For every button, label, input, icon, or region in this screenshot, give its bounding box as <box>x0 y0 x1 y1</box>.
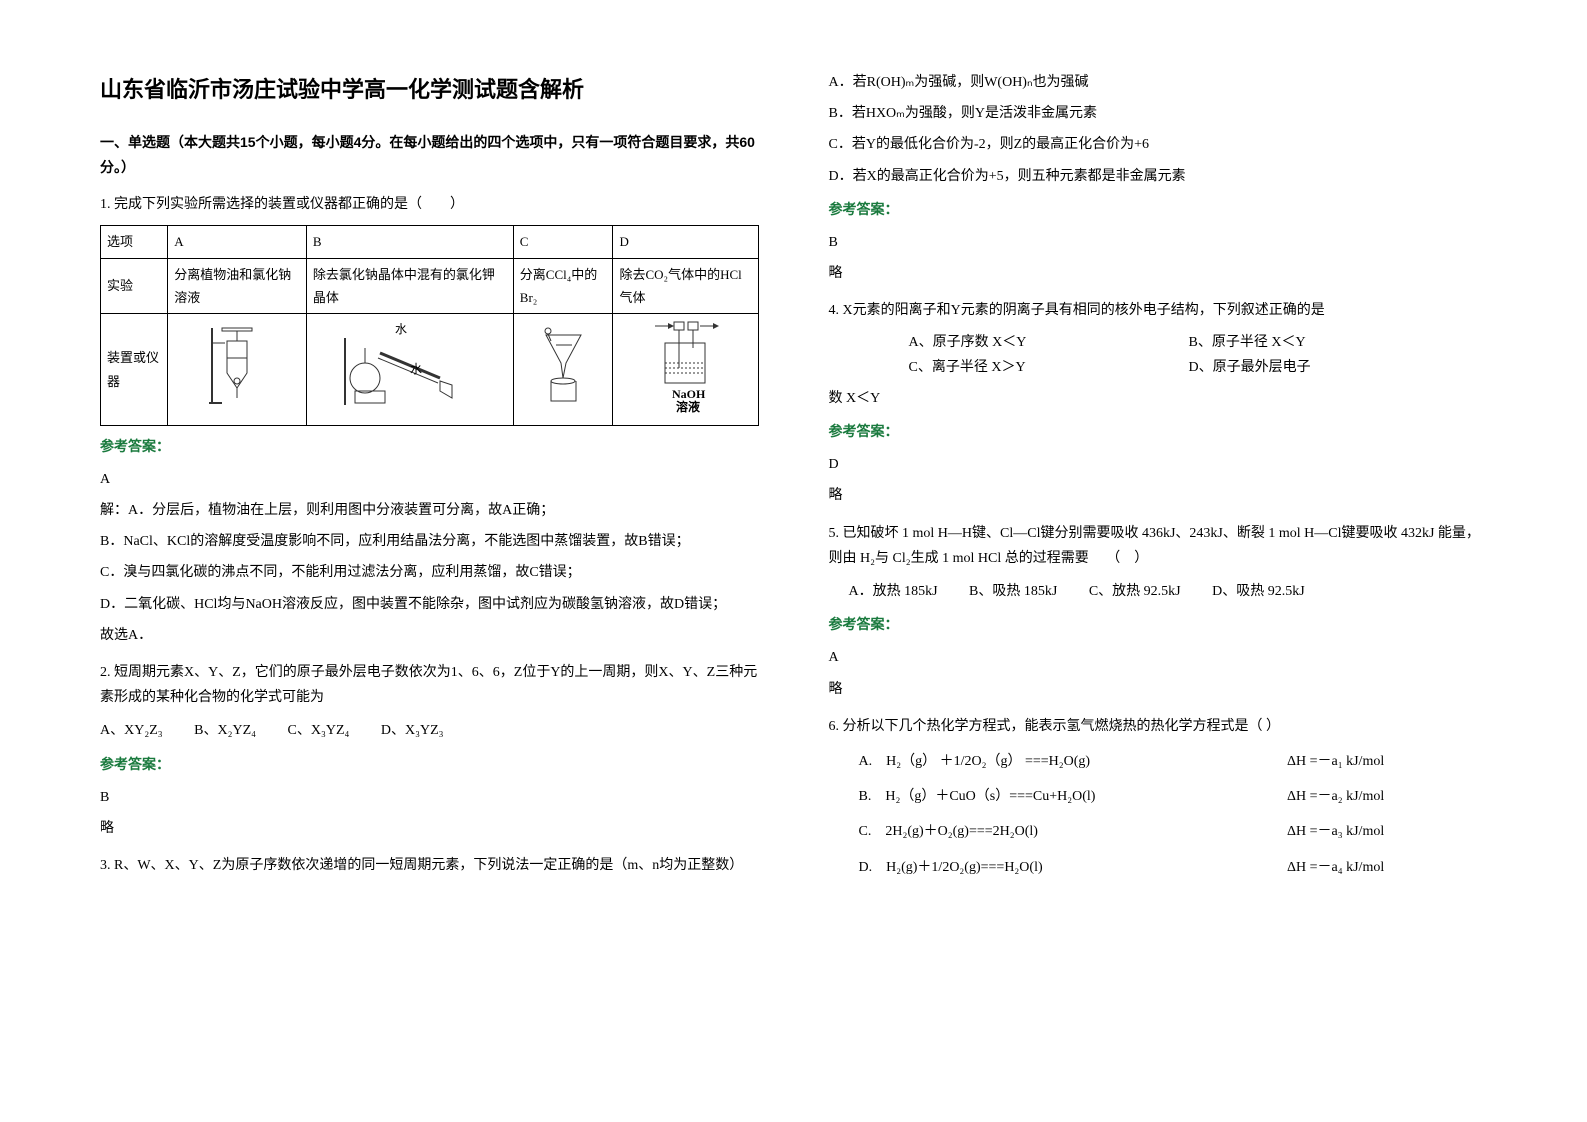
q3-answer: B <box>829 230 1488 255</box>
q1-exp-0: 解：A．分层后，植物油在上层，则利用图中分液装置可分离，故A正确； <box>100 498 759 523</box>
cell: 选项 <box>101 226 168 258</box>
q6-row-a: A. H₂（g） ＋1/2O₂（g） ===H₂O(g) ΔH =－a₁ kJ/… <box>829 749 1488 774</box>
question-2: 2. 短周期元素X、Y、Z，它们的原子最外层电子数依次为1、6、6，Z位于Y的上… <box>100 660 759 841</box>
q1-answer: A <box>100 467 759 492</box>
q6-stem: 6. 分析以下几个热化学方程式，能表示氢气燃烧热的热化学方程式是（ ） <box>829 714 1488 739</box>
table-row: 实验 分离植物油和氯化钠溶液 除去氯化钠晶体中混有的氯化钾晶体 分离CCl₄中的… <box>101 258 759 314</box>
q6-b-right: ΔH =－a₂ kJ/mol <box>1287 784 1487 809</box>
q4-choice-row-2: C、离子半径 X＞Y D、原子最外层电子 <box>829 355 1488 380</box>
q1-table: 选项 A B C D 实验 分离植物油和氯化钠溶液 除去氯化钠晶体中混有的氯化钾… <box>100 225 759 426</box>
apparatus-b: 水 水 <box>306 314 513 425</box>
q4-tail: 数 X＜Y <box>829 386 1488 411</box>
cell: C <box>513 226 613 258</box>
question-1: 1. 完成下列实验所需选择的装置或仪器都正确的是（ ） 选项 A B C D 实… <box>100 192 759 648</box>
q1-exp-4: 故选A． <box>100 623 759 648</box>
q3-choice-d: D．若X的最高正化合价为+5，则五种元素都是非金属元素 <box>829 164 1488 189</box>
svg-text:NaOH: NaOH <box>672 387 706 401</box>
water-label: 水 <box>395 323 407 336</box>
q6-a-right: ΔH =－a₁ kJ/mol <box>1287 749 1487 774</box>
cell: B <box>306 226 513 258</box>
section-1-header: 一、单选题（本大题共15个小题，每小题4分。在每小题给出的四个选项中，只有一项符… <box>100 130 759 180</box>
question-6: 6. 分析以下几个热化学方程式，能表示氢气燃烧热的热化学方程式是（ ） A. H… <box>829 714 1488 880</box>
cell: 分离CCl₄中的Br₂ <box>513 258 613 314</box>
apparatus-c <box>513 314 613 425</box>
q6-d-right: ΔH =－a₄ kJ/mol <box>1287 855 1487 880</box>
q5-choices: A．放热 185kJ B、吸热 185kJ C、放热 92.5kJ D、吸热 9… <box>829 579 1488 604</box>
q6-row-c: C. 2H₂(g)＋O₂(g)===2H₂O(l) ΔH =－a₃ kJ/mol <box>829 819 1488 844</box>
answer-label: 参考答案： <box>100 752 759 777</box>
q5-answer: A <box>829 645 1488 670</box>
q5-stem: 5. 已知破坏 1 mol H—H键、Cl—Cl键分别需要吸收 436kJ、24… <box>829 521 1488 571</box>
q4-answer: D <box>829 452 1488 477</box>
apparatus-a <box>168 314 307 425</box>
cell: D <box>613 226 758 258</box>
table-row: 选项 A B C D <box>101 226 759 258</box>
q4-exp: 略 <box>829 483 1488 508</box>
q4-stem: 4. X元素的阳离子和Y元素的阴离子具有相同的核外电子结构，下列叙述正确的是 <box>829 298 1488 323</box>
q3-choice-b: B．若HXOₘ为强酸，则Y是活泼非金属元素 <box>829 101 1488 126</box>
q2-choices: A、XY₂Z₃ B、X₂YZ₄ C、X₃YZ₄ D、X₃YZ₃ <box>100 718 759 743</box>
q1-exp-3: D．二氧化碳、HCl均与NaOH溶液反应，图中装置不能除杂，图中试剂应为碳酸氢钠… <box>100 592 759 617</box>
question-4: 4. X元素的阳离子和Y元素的阴离子具有相同的核外电子结构，下列叙述正确的是 A… <box>829 298 1488 508</box>
q6-a-left: A. H₂（g） ＋1/2O₂（g） ===H₂O(g) <box>829 749 1288 774</box>
q4-choice-a: A、原子序数 X＜Y <box>829 330 1189 355</box>
svg-text:溶液: 溶液 <box>676 399 700 413</box>
cell: 除去氯化钠晶体中混有的氯化钾晶体 <box>306 258 513 314</box>
q1-stem: 1. 完成下列实验所需选择的装置或仪器都正确的是（ ） <box>100 192 759 217</box>
q4-choice-row-1: A、原子序数 X＜Y B、原子半径 X＜Y <box>829 330 1488 355</box>
answer-label: 参考答案： <box>100 434 759 459</box>
q5-exp: 略 <box>829 677 1488 702</box>
answer-label: 参考答案： <box>829 197 1488 222</box>
q2-exp: 略 <box>100 816 759 841</box>
q6-d-left: D. H₂(g)＋1/2O₂(g)===H₂O(l) <box>829 855 1288 880</box>
question-5: 5. 已知破坏 1 mol H—H键、Cl—Cl键分别需要吸收 436kJ、24… <box>829 521 1488 702</box>
cell: 装置或仪器 <box>101 314 168 425</box>
q1-exp-1: B．NaCl、KCl的溶解度受温度影响不同，应利用结晶法分离，不能选图中蒸馏装置… <box>100 529 759 554</box>
q3-choice-c: C．若Y的最低化合价为-2，则Z的最高正化合价为+6 <box>829 132 1488 157</box>
table-row: 装置或仪器 水 <box>101 314 759 425</box>
apparatus-d: NaOH 溶液 <box>613 314 758 425</box>
q3-stem: 3. R、W、X、Y、Z为原子序数依次递增的同一短周期元素，下列说法一定正确的是… <box>100 853 759 878</box>
cell: 分离植物油和氯化钠溶液 <box>168 258 307 314</box>
q1-exp-2: C．溴与四氯化碳的沸点不同，不能利用过滤法分离，应利用蒸馏，故C错误； <box>100 560 759 585</box>
water-label-2: 水 <box>410 362 422 376</box>
q2-answer: B <box>100 785 759 810</box>
q6-row-d: D. H₂(g)＋1/2O₂(g)===H₂O(l) ΔH =－a₄ kJ/mo… <box>829 855 1488 880</box>
answer-label: 参考答案： <box>829 612 1488 637</box>
q2-stem: 2. 短周期元素X、Y、Z，它们的原子最外层电子数依次为1、6、6，Z位于Y的上… <box>100 660 759 710</box>
cell: 实验 <box>101 258 168 314</box>
q4-choice-d: D、原子最外层电子 <box>1189 355 1488 380</box>
q4-choice-b: B、原子半径 X＜Y <box>1189 330 1488 355</box>
q3-choice-a: A．若R(OH)ₘ为强碱，则W(OH)ₙ也为强碱 <box>829 70 1488 95</box>
q3-exp: 略 <box>829 261 1488 286</box>
cell: 除去CO₂气体中的HCl气体 <box>613 258 758 314</box>
cell: A <box>168 226 307 258</box>
answer-label: 参考答案： <box>829 419 1488 444</box>
q6-b-left: B. H₂（g）＋CuO（s）===Cu+H₂O(l) <box>829 784 1288 809</box>
q4-choice-c: C、离子半径 X＞Y <box>829 355 1189 380</box>
page-title: 山东省临沂市汤庄试验中学高一化学测试题含解析 <box>100 70 759 110</box>
q6-c-left: C. 2H₂(g)＋O₂(g)===2H₂O(l) <box>829 819 1288 844</box>
q6-c-right: ΔH =－a₃ kJ/mol <box>1287 819 1487 844</box>
q6-row-b: B. H₂（g）＋CuO（s）===Cu+H₂O(l) ΔH =－a₂ kJ/m… <box>829 784 1488 809</box>
